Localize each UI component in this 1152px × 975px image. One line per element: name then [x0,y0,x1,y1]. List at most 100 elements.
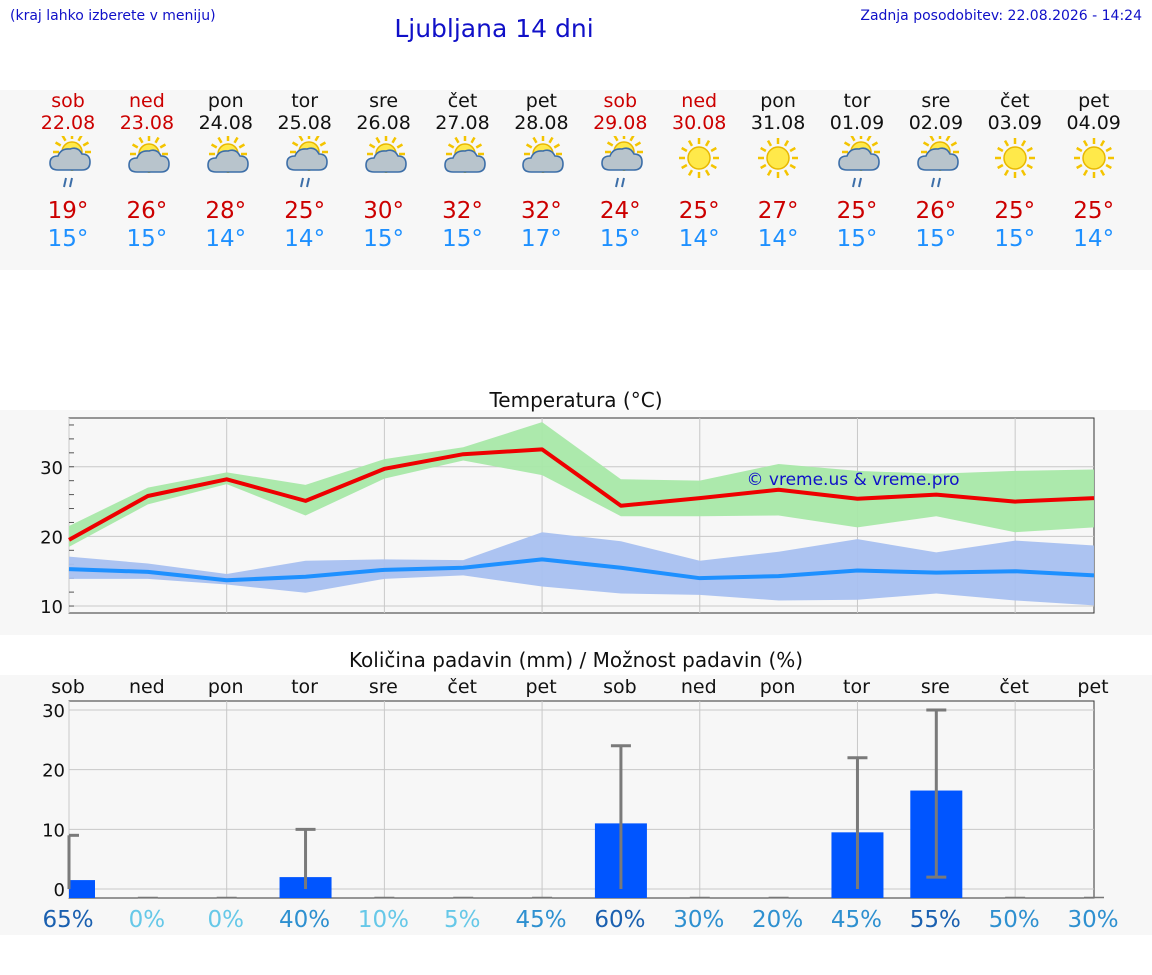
sun-cloud-icon [356,135,412,198]
max-temperature: 25° [836,198,878,224]
min-temperature: 15° [442,226,483,252]
sun-cloud-rain-icon [592,133,648,198]
min-temperature-band [69,532,1094,606]
min-temperature: 14° [757,226,799,252]
sun-cloud-rain-icon [40,133,96,198]
temperature-chart: 10 20 30 © vreme.us & vreme.pro [40,417,1095,618]
day-name: pon [760,90,796,112]
max-temperature: 26° [126,198,168,224]
sun-icon [671,136,727,198]
y-tick-label: 30 [40,458,63,479]
max-temperature: 25° [678,198,720,224]
min-temperature: 15° [126,226,168,252]
max-temperature: 25° [1073,198,1115,224]
forecast-strip [0,90,1152,270]
page-title: Ljubljana 14 dni [394,14,594,43]
day-date: 31.08 [750,112,806,134]
min-temperature: 15° [47,226,89,252]
min-temperature: 14° [205,226,247,252]
precipitation-probability: 20% [752,907,803,933]
sun-cloud-rain-icon [277,133,333,198]
day-name: tor [291,90,319,112]
sun-cloud-icon [435,135,491,198]
day-date: 03.09 [987,112,1042,134]
precipitation-probability: 0% [207,907,244,933]
sun-icon [987,136,1043,198]
precipitation-probability: 40% [279,907,330,933]
min-temperature: 15° [915,226,957,252]
y-tick-label: 30 [42,701,65,722]
sun-icon [750,136,806,198]
day-name: sob [603,90,638,112]
precipitation-probability: 65% [42,907,93,933]
max-temperature: 19° [47,198,89,224]
min-temperature: 17° [521,226,562,252]
max-temperature: 32° [521,198,562,224]
y-tick-label: 20 [42,761,65,782]
x-category-label: pon [208,676,244,698]
sun-icon [1066,136,1122,198]
sun-cloud-icon [119,135,175,198]
day-date: 29.08 [593,112,648,134]
min-temperature: 15° [836,226,878,252]
day-date: 22.08 [40,112,96,134]
min-temperature: 15° [994,226,1036,252]
x-category-label: ned [129,676,165,698]
x-category-label: sre [369,676,398,698]
y-tick-label: 20 [40,527,63,548]
min-temperature: 15° [363,226,404,252]
precipitation-probability: 55% [910,907,961,933]
precipitation-probability: 0% [129,907,166,933]
min-temperature: 15° [599,226,641,252]
y-tick-label: 10 [40,597,63,618]
day-name: pet [1078,90,1110,112]
x-category-label: čet [999,676,1029,698]
precipitation-probability: 30% [1067,907,1118,933]
x-category-label: pet [1077,676,1108,698]
min-temperature-line [68,557,1095,583]
day-date: 30.08 [671,112,727,134]
min-temperature: 14° [284,226,326,252]
y-tick-label: 10 [42,820,65,841]
last-updated: Zadnja posodobitev: 22.08.2026 - 14:24 [860,8,1142,24]
day-date: 02.09 [908,112,964,134]
sun-cloud-icon [513,135,569,198]
day-date: 25.08 [277,112,332,134]
sun-cloud-icon [198,135,254,198]
day-date: 26.08 [356,112,411,134]
day-name: sre [369,90,399,112]
x-category-label: ned [681,676,717,698]
x-category-label: pet [525,676,556,698]
max-temperature-line [68,447,1095,542]
max-temperature-band [69,422,1094,547]
precipitation-chart: sob ned pon tor sre čet pet sob ned pon tor sre čet p… [42,676,1118,933]
day-name: ned [681,90,718,112]
x-category-label: tor [843,676,870,698]
precipitation-probability: 45% [831,907,882,933]
day-name: sob [51,90,85,112]
y-tick-label: 0 [54,880,65,901]
precipitation-chart-title: Količina padavin (mm) / Možnost padavin … [348,648,804,672]
max-temperature: 28° [205,198,247,224]
day-date: 24.08 [198,112,253,134]
x-category-label: pon [760,676,796,698]
x-category-label: sob [603,676,637,698]
day-name: pet [525,90,557,112]
day-date: 04.09 [1066,112,1121,134]
x-category-label: čet [447,676,477,698]
precipitation-bar [69,880,95,898]
day-date: 27.08 [435,112,490,134]
precipitation-probability: 60% [594,907,645,933]
day-name: čet [447,90,478,112]
day-name: pon [207,90,244,112]
day-date: 01.09 [829,112,885,134]
day-name: sre [921,90,951,112]
sun-cloud-rain-icon [829,133,885,198]
precipitation-probability: 50% [989,907,1040,933]
precipitation-probability: 45% [516,907,567,933]
x-category-label: sre [921,676,950,698]
day-name: tor [843,90,871,112]
day-name: čet [1000,90,1030,112]
min-temperature: 14° [1073,226,1115,252]
sun-cloud-rain-icon [908,133,964,198]
